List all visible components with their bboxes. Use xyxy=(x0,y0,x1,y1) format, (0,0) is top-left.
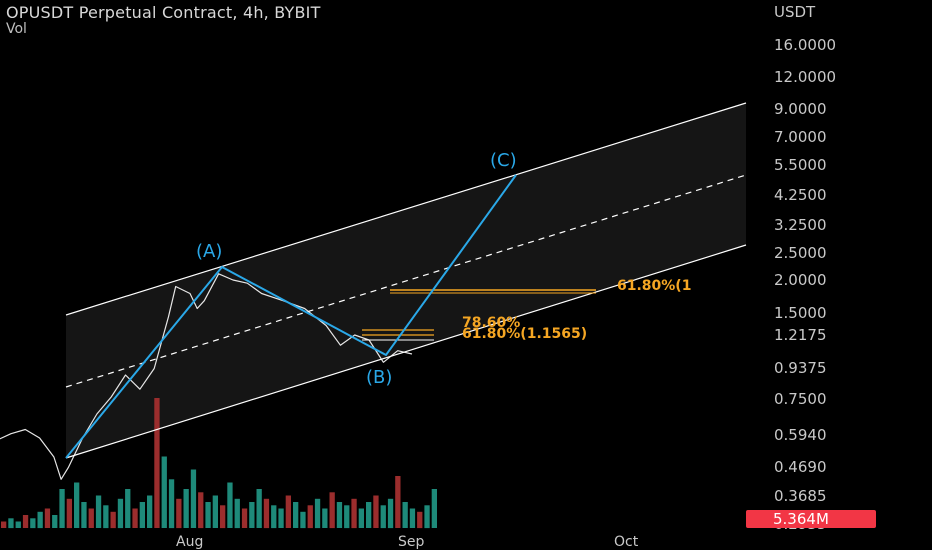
volume-bar xyxy=(95,495,102,528)
volume-bar xyxy=(263,498,270,529)
y-tick: 0.5940 xyxy=(774,426,827,444)
y-tick: 0.9375 xyxy=(774,359,827,377)
volume-bar xyxy=(198,492,204,529)
volume-bar xyxy=(176,498,182,529)
volume-bar xyxy=(307,505,313,529)
fib-label-786: 78.60% xyxy=(462,315,520,331)
volume-bar xyxy=(431,489,437,528)
volume-bar xyxy=(37,511,43,529)
y-tick: 16.0000 xyxy=(774,36,836,54)
volume-bar xyxy=(30,518,36,529)
volume-bar xyxy=(402,502,408,528)
volume-bar xyxy=(22,515,29,528)
wave-path xyxy=(65,174,517,459)
y-tick: 9.0000 xyxy=(774,100,827,118)
axis-currency-unit[interactable]: USDT xyxy=(774,3,816,21)
volume-bar xyxy=(103,505,109,529)
volume-value-badge xyxy=(746,510,876,528)
channel-upper-line xyxy=(65,102,747,316)
x-tick-sep: Sep xyxy=(398,534,425,550)
volume-bars xyxy=(1,398,437,529)
volume-bar xyxy=(44,508,51,528)
volume-bar xyxy=(329,492,335,529)
y-tick: 2.5000 xyxy=(774,244,827,262)
volume-bar xyxy=(132,508,138,528)
fib-label-upper: 61.80%(1 xyxy=(617,278,691,294)
volume-bar xyxy=(417,511,423,529)
volume-bar xyxy=(271,505,277,529)
wave-label-a: (A) xyxy=(196,241,222,262)
volume-bar xyxy=(256,489,262,528)
volume-bar xyxy=(212,495,218,528)
volume-bar xyxy=(59,489,65,528)
volume-bar xyxy=(285,495,291,528)
volume-bar xyxy=(81,502,87,528)
volume-bar xyxy=(373,495,379,528)
volume-bar xyxy=(366,502,372,528)
volume-indicator-label: Vol xyxy=(6,21,27,37)
volume-bar xyxy=(1,521,7,528)
volume-bar xyxy=(8,518,14,529)
x-tick-aug: Aug xyxy=(176,534,203,550)
volume-bar xyxy=(344,505,350,529)
volume-bar xyxy=(249,502,255,528)
volume-bar xyxy=(15,521,21,528)
volume-bar xyxy=(139,502,145,528)
y-axis: 16.0000 12.0000 9.0000 7.0000 5.5000 4.2… xyxy=(774,36,836,533)
y-tick: 1.5000 xyxy=(774,304,827,322)
channel-mid-line xyxy=(65,174,747,388)
y-tick: 4.2500 xyxy=(774,186,827,204)
volume-bar xyxy=(314,498,321,529)
volume-bar xyxy=(387,498,394,529)
y-tick: 0.4690 xyxy=(774,458,827,476)
wave-label-b: (B) xyxy=(366,367,392,388)
wave-label-c: (C) xyxy=(490,150,517,171)
x-tick-oct: Oct xyxy=(614,534,639,550)
volume-bar xyxy=(110,511,116,529)
volume-bar xyxy=(52,515,58,528)
volume-value-text: 5.364M xyxy=(773,510,829,528)
volume-bar xyxy=(424,505,430,529)
fib-label-618: 61.80%(1.1565) xyxy=(462,326,587,342)
volume-bar xyxy=(117,498,124,529)
y-tick: 1.2175 xyxy=(774,326,827,344)
y-tick: 0.3685 xyxy=(774,487,827,505)
volume-bar xyxy=(66,498,72,529)
y-tick: 5.5000 xyxy=(774,156,827,174)
volume-bar xyxy=(234,498,240,529)
volume-bar xyxy=(147,495,153,528)
y-tick: 2.0000 xyxy=(774,271,827,289)
channel-lower-line xyxy=(65,244,747,459)
volume-bar xyxy=(351,498,357,529)
volume-bar xyxy=(293,502,299,528)
y-tick: 12.0000 xyxy=(774,68,836,86)
volume-bar xyxy=(220,505,226,529)
y-tick: 7.0000 xyxy=(774,128,827,146)
y-tick: 0.7500 xyxy=(774,390,827,408)
volume-bar xyxy=(336,502,343,528)
volume-bar xyxy=(227,482,233,528)
volume-bar xyxy=(190,469,197,528)
volume-bar xyxy=(395,476,401,528)
volume-bar xyxy=(380,505,386,529)
volume-bar xyxy=(322,508,328,528)
volume-bar xyxy=(409,508,416,528)
volume-bar xyxy=(125,489,131,528)
volume-bar xyxy=(168,479,175,529)
volume-bar xyxy=(161,456,167,528)
volume-bar xyxy=(74,482,80,528)
volume-bar xyxy=(205,502,211,528)
volume-bar xyxy=(358,508,364,528)
volume-bar xyxy=(154,398,160,528)
chart-title: OPUSDT Perpetual Contract, 4h, BYBIT xyxy=(6,3,321,22)
volume-bar xyxy=(300,511,306,529)
volume-bar xyxy=(183,489,189,528)
volume-bar xyxy=(88,508,94,528)
y-tick: 3.2500 xyxy=(774,216,827,234)
volume-bar xyxy=(278,508,284,528)
volume-bar xyxy=(241,508,248,528)
price-series-line xyxy=(0,273,413,480)
